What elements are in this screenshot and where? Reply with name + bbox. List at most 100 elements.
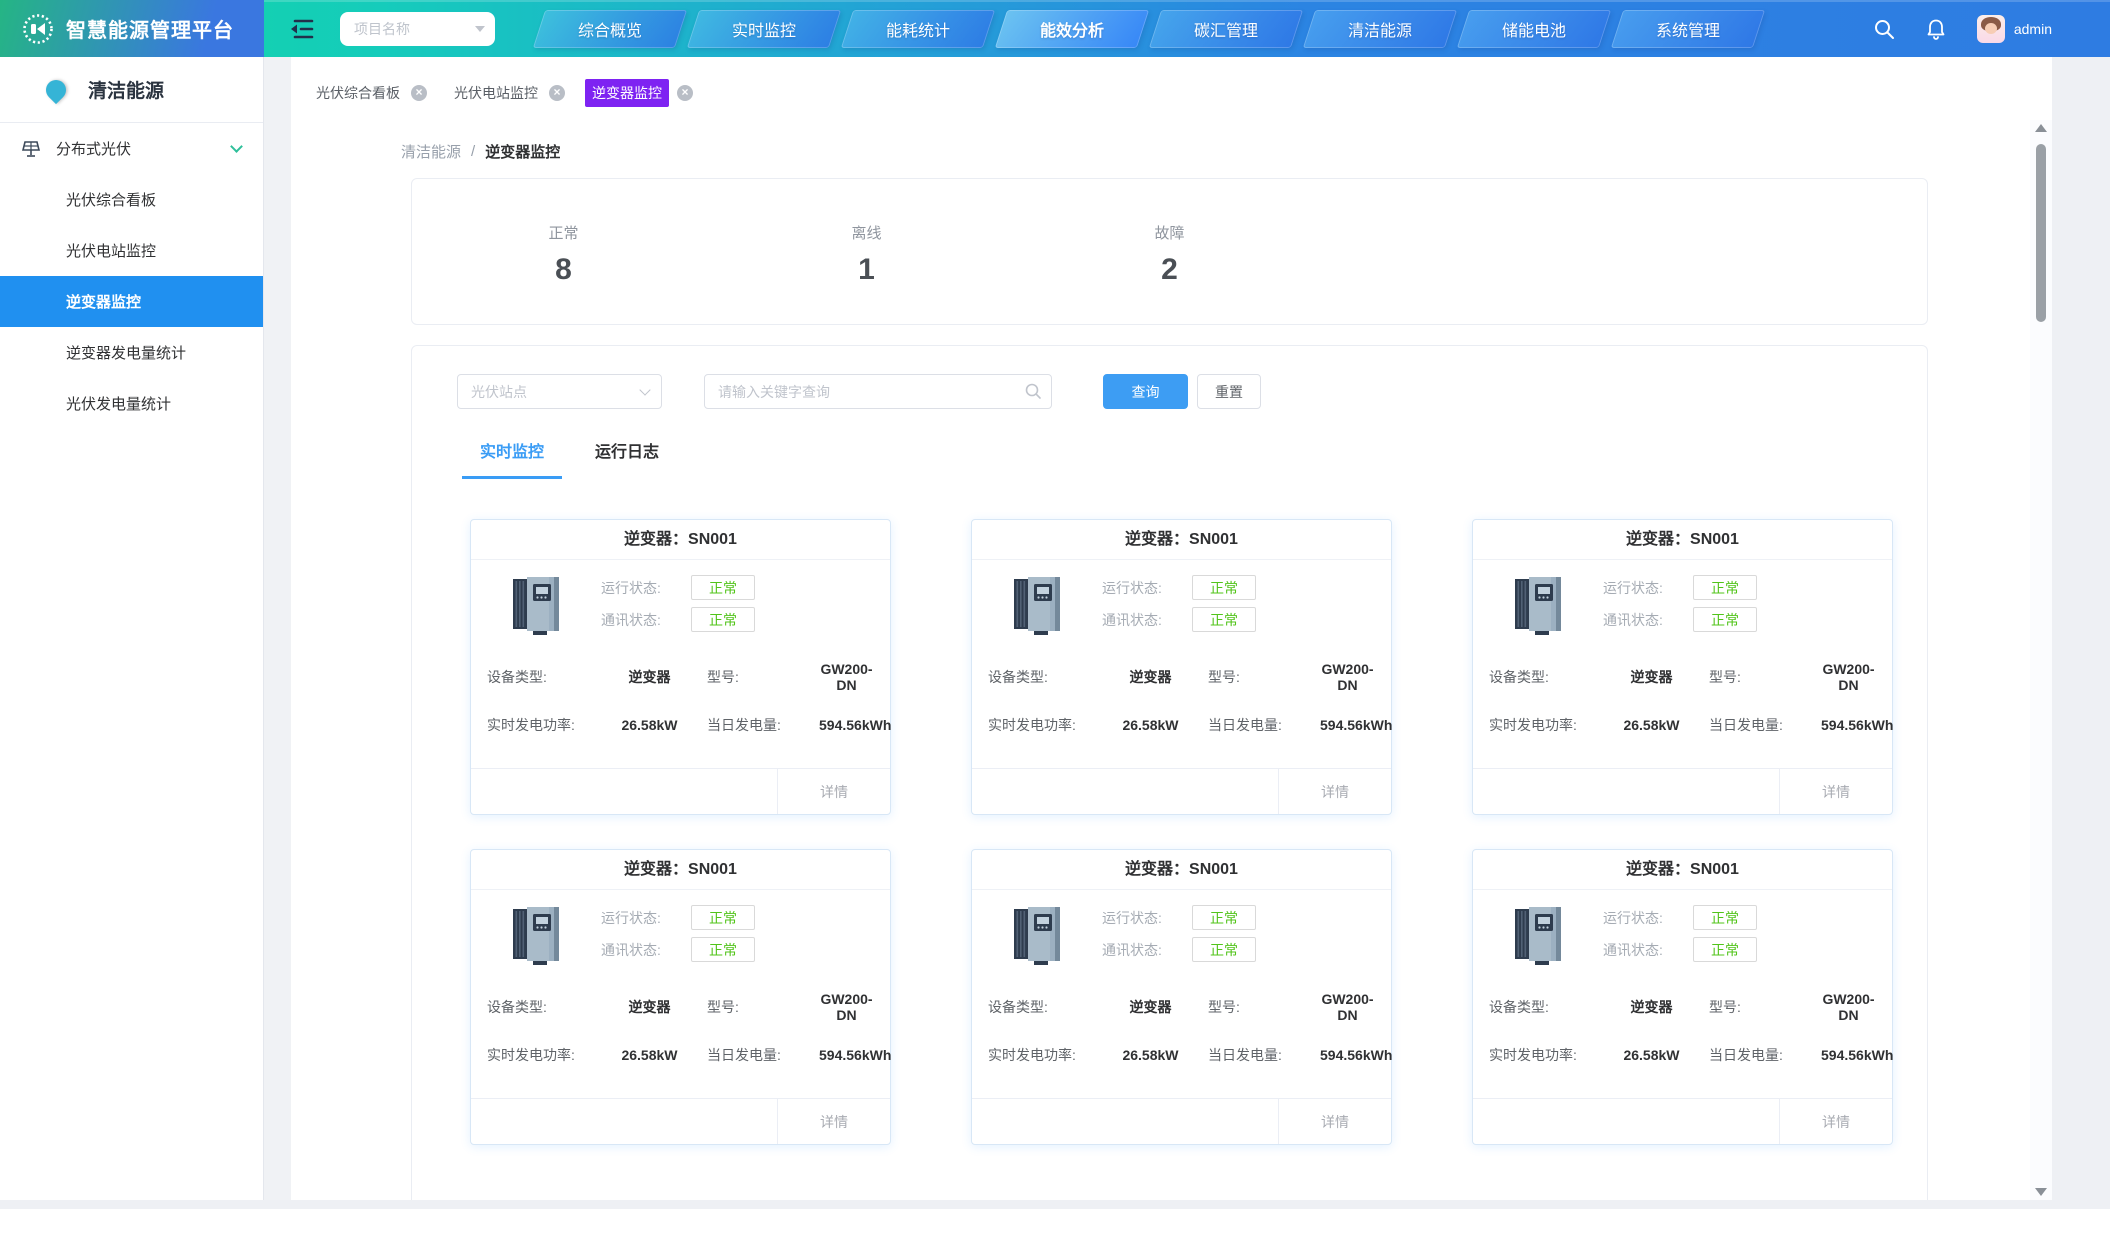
status-rows: 运行状态: 正常 通讯状态: 正常 [1102, 905, 1256, 969]
search-icon[interactable] [1873, 18, 1895, 40]
device-type-label: 设备类型: [1489, 669, 1549, 685]
inverter-device-image [1515, 577, 1561, 635]
content-tab[interactable]: 运行日志 [595, 444, 660, 461]
keyword-search-input[interactable] [704, 374, 1052, 409]
close-tab-icon[interactable] [677, 85, 693, 101]
scroll-down-arrow-icon[interactable] [2035, 1188, 2047, 1196]
comm-status-label: 通讯状态: [1603, 941, 1663, 958]
stat-item: 故障 2 [1154, 225, 1185, 286]
detail-button[interactable]: 详情 [1779, 769, 1892, 814]
inverter-card-title: 逆变器：SN001 [1473, 850, 1892, 890]
app-title: 智慧能源管理平台 [66, 20, 234, 42]
status-rows: 运行状态: 正常 通讯状态: 正常 [601, 905, 755, 969]
close-tab-icon[interactable] [411, 85, 427, 101]
scrollbar-thumb[interactable] [2036, 144, 2046, 322]
detail-button[interactable]: 详情 [777, 769, 890, 814]
header-nav-tab[interactable]: 清洁能源 [1302, 9, 1458, 48]
header-nav-tab[interactable]: 储能电池 [1456, 9, 1612, 48]
detail-button[interactable]: 详情 [1278, 1099, 1391, 1144]
run-status-row: 运行状态: 正常 [601, 575, 755, 600]
power-label: 实时发电功率: [988, 1047, 1076, 1063]
sidebar-menu-item[interactable]: 逆变器发电量统计 [66, 345, 187, 362]
breadcrumb-link[interactable]: 清洁能源 [401, 144, 462, 161]
inverter-status-section: 运行状态: 正常 通讯状态: 正常 [1515, 905, 1892, 969]
run-status-label: 运行状态: [601, 579, 661, 596]
device-type-value: 逆变器 [1129, 669, 1172, 685]
detail-button[interactable]: 详情 [1278, 769, 1391, 814]
header-nav-tab[interactable]: 能效分析 [994, 9, 1150, 48]
device-type-value: 逆变器 [1129, 999, 1172, 1015]
page-bottom-strip [0, 1200, 2110, 1209]
station-select[interactable]: 光伏站点 [457, 374, 662, 409]
model-value: GW200-DN [820, 661, 873, 693]
footer-spacer [1473, 1099, 1779, 1144]
device-type-value: 逆变器 [628, 999, 671, 1015]
footer-spacer [972, 1099, 1278, 1144]
energy-value: 594.56kWh [819, 1047, 892, 1063]
sidebar-menu-item[interactable]: 光伏电站监控 [66, 243, 157, 260]
inverter-card-title: 逆变器：SN001 [972, 520, 1391, 560]
open-tab[interactable]: 光伏电站监控 [447, 79, 565, 107]
run-status-badge: 正常 [691, 905, 755, 930]
inverter-card: 逆变器：SN001 [971, 849, 1392, 1145]
detail-button[interactable]: 详情 [777, 1099, 890, 1144]
username-label: admin [2013, 20, 2052, 37]
inverter-card-title: 逆变器：SN001 [1473, 520, 1892, 560]
comm-status-row: 通讯状态: 正常 [601, 937, 755, 962]
avatar-face [1984, 22, 1997, 34]
station-select-placeholder: 光伏站点 [471, 383, 527, 400]
sidebar-menu-item[interactable]: 光伏综合看板 [66, 192, 157, 209]
device-info-row: 设备类型: 逆变器 型号: GW200-DN [972, 991, 1391, 1023]
sidebar-title-row: 清洁能源 [0, 57, 263, 123]
energy-value: 594.56kWh [1821, 717, 1894, 733]
model-label: 型号: [707, 999, 739, 1015]
status-rows: 运行状态: 正常 通讯状态: 正常 [1603, 905, 1757, 969]
footer-spacer [972, 769, 1278, 814]
power-value: 26.58kW [1623, 1047, 1680, 1063]
comm-status-label: 通讯状态: [601, 611, 661, 628]
project-select[interactable]: 项目名称 [340, 11, 495, 46]
device-type-value: 逆变器 [1630, 999, 1673, 1015]
header-nav-tab[interactable]: 碳汇管理 [1148, 9, 1304, 48]
breadcrumb: 清洁能源 / 逆变器监控 [401, 141, 560, 162]
device-type-label: 设备类型: [988, 669, 1048, 685]
energy-value: 594.56kWh [1821, 1047, 1894, 1063]
header-nav-tab[interactable]: 综合概览 [532, 9, 688, 48]
breadcrumb-separator: / [471, 143, 476, 160]
model-value: GW200-DN [1321, 661, 1374, 693]
sidebar: 清洁能源 分布式光伏 光伏综合看板 光伏电站监控 [0, 57, 264, 1200]
detail-button[interactable]: 详情 [1779, 1099, 1892, 1144]
scroll-up-arrow-icon[interactable] [2035, 124, 2047, 132]
header-nav-tab[interactable]: 能耗统计 [840, 9, 996, 48]
inverter-card: 逆变器：SN001 [470, 849, 891, 1145]
open-tab[interactable]: 逆变器监控 [585, 79, 693, 107]
notification-bell-icon[interactable] [1925, 18, 1947, 40]
device-info-row: 设备类型: 逆变器 型号: GW200-DN [471, 991, 890, 1023]
model-label: 型号: [1208, 669, 1240, 685]
sidebar-menu-item[interactable]: 光伏发电量统计 [66, 396, 172, 413]
sidebar-group-distributed-pv[interactable]: 分布式光伏 [0, 123, 263, 174]
run-status-badge: 正常 [1192, 575, 1256, 600]
power-info-row: 实时发电功率: 26.58kW 当日发电量: 594.56kWh [972, 1045, 1392, 1065]
sidebar-menu-item[interactable]: 逆变器监控 [0, 276, 263, 327]
header-nav-tab[interactable]: 系统管理 [1610, 9, 1766, 48]
inverter-status-section: 运行状态: 正常 通讯状态: 正常 [1515, 575, 1892, 639]
open-tab[interactable]: 光伏综合看板 [309, 79, 427, 107]
reset-button[interactable]: 重置 [1197, 374, 1261, 409]
comm-status-row: 通讯状态: 正常 [1603, 937, 1757, 962]
power-value: 26.58kW [1122, 1047, 1179, 1063]
search-button[interactable]: 查询 [1103, 374, 1188, 409]
run-status-row: 运行状态: 正常 [1603, 575, 1757, 600]
vertical-scrollbar [2030, 120, 2052, 1200]
content-tab[interactable]: 实时监控 [462, 438, 563, 479]
collapse-sidebar-icon[interactable] [288, 18, 314, 40]
comm-status-badge: 正常 [691, 607, 755, 632]
user-avatar[interactable] [1976, 14, 2005, 43]
model-value: GW200-DN [1822, 991, 1875, 1023]
header-nav-tab[interactable]: 实时监控 [686, 9, 842, 48]
run-status-row: 运行状态: 正常 [1102, 905, 1256, 930]
close-tab-icon[interactable] [549, 85, 565, 101]
power-value: 26.58kW [1623, 717, 1680, 733]
comm-status-row: 通讯状态: 正常 [1102, 937, 1256, 962]
